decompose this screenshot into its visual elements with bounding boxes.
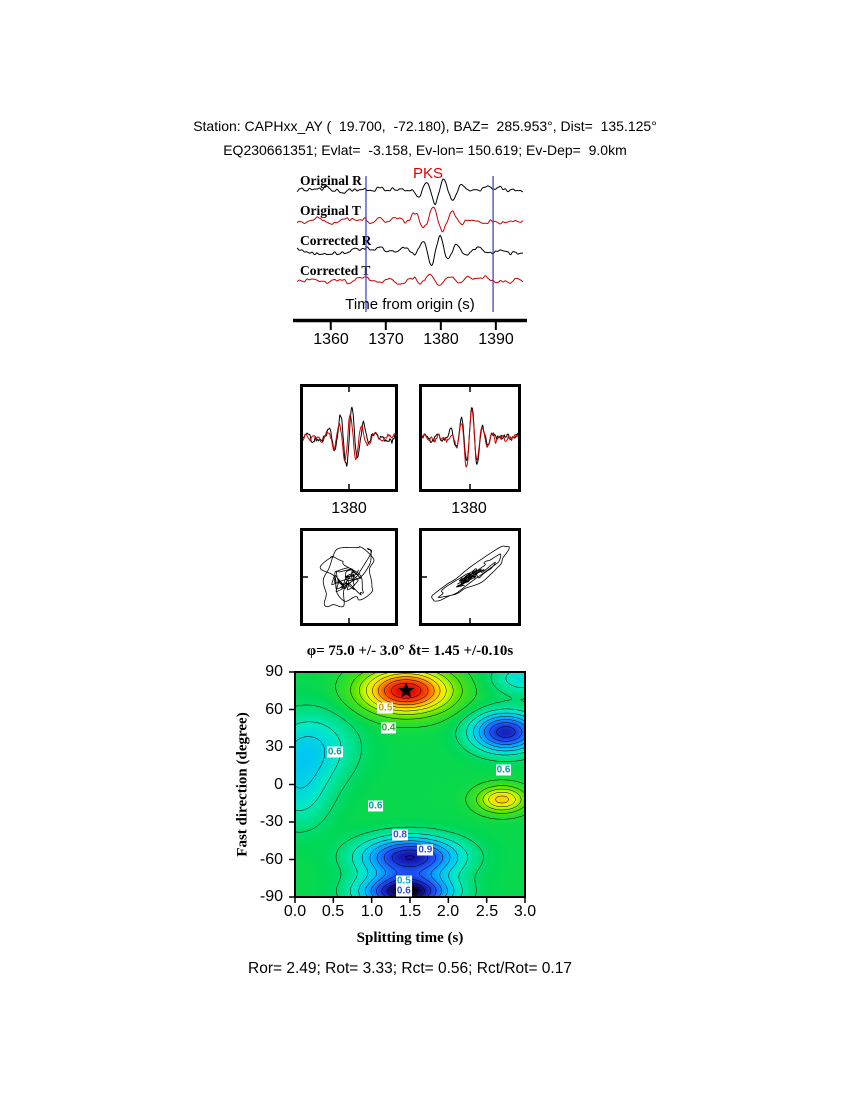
best-fit-star-marker [398, 682, 415, 698]
xtick-label: 1.0 [360, 903, 384, 920]
header-station-line: Station: CAPHxx_AY ( 19.700, -72.180), B… [193, 118, 657, 134]
time-axis-label: Time from origin (s) [345, 296, 475, 313]
contour-label: 0.9 [417, 844, 434, 855]
zoom-trace [422, 409, 518, 468]
contour-frame [294, 671, 526, 898]
xtick-label: 0.0 [283, 903, 307, 920]
time-tick-label: 1370 [368, 331, 404, 348]
particle-motion-left [303, 546, 375, 623]
contour-label: 0.6 [326, 746, 343, 758]
xtick-label: 1.5 [398, 903, 422, 920]
header-event-line: EQ230661351; Evlat= -3.158, Ev-lon= 150.… [223, 142, 627, 158]
xtick-label: 0.5 [321, 903, 345, 920]
zoom-waveform-right [422, 387, 518, 489]
contour-label: 0.6 [395, 885, 412, 897]
splitting-time-axis-label: Splitting time (s) [356, 930, 464, 946]
ytick-label: 0 [274, 776, 283, 793]
ytick-label: 60 [265, 701, 283, 718]
contour-label: 0.5 [377, 702, 394, 714]
contour-lines [294, 671, 526, 898]
seismogram-trace [296, 234, 523, 267]
particle-motion-panel-left [300, 528, 398, 626]
ytick-label: 90 [265, 663, 283, 680]
ytick-label: -90 [259, 888, 283, 905]
zoom-trace [303, 406, 395, 468]
time-tick-label: 1380 [423, 331, 459, 348]
seismogram-trace [296, 178, 524, 206]
zoom-trace [303, 414, 395, 463]
waveform-traces-plot [296, 176, 524, 312]
xtick-label: 3.0 [513, 903, 537, 920]
particle-motion-path [319, 546, 375, 608]
xtick-label: 2.5 [475, 903, 499, 920]
phase-label: PKS [413, 165, 444, 182]
stats-line: Ror= 2.49; Rot= 3.33; Rct= 0.56; Rct/Rot… [248, 960, 572, 977]
misfit-contour-overlay [289, 671, 526, 903]
trace-label-original-t: Original T [300, 203, 361, 218]
time-tick-label: 1360 [313, 331, 349, 348]
zoom-tick-label-right: 1380 [451, 500, 487, 517]
trace-label-corrected-r: Corrected R [300, 233, 372, 248]
particle-motion-path [431, 545, 510, 602]
zoom-waveform-left [303, 387, 395, 489]
splitting-result-title: φ= 75.0 +/- 3.0° δt= 1.45 +/-0.10s [306, 643, 514, 659]
xtick-label: 2.0 [436, 903, 460, 920]
zoom-panel-right [419, 384, 521, 492]
particle-motion-panel-right [419, 528, 521, 626]
ytick-label: -60 [259, 851, 283, 868]
contour-label: 0.6 [367, 800, 384, 812]
zoom-panel-left [300, 384, 398, 492]
time-axis [293, 318, 527, 330]
contour-label: 0.8 [392, 829, 408, 840]
fast-direction-axis-label: Fast direction (degree) [234, 712, 251, 857]
seismogram-trace [296, 206, 524, 233]
zoom-tick-label-left: 1380 [331, 500, 367, 517]
time-tick-label: 1390 [478, 331, 514, 348]
particle-motion-right [422, 545, 510, 623]
contour-label: 0.4 [380, 722, 397, 734]
zoom-trace [422, 406, 518, 465]
ytick-label: -30 [259, 813, 283, 830]
contour-label: 0.6 [495, 764, 512, 775]
seismogram-trace [296, 273, 524, 286]
misfit-surface-canvas [295, 672, 525, 897]
contour-label: 0.5 [395, 875, 412, 887]
trace-label-corrected-t: Corrected T [300, 263, 371, 278]
trace-label-original-r: Original R [300, 173, 362, 188]
ytick-label: 30 [265, 738, 283, 755]
